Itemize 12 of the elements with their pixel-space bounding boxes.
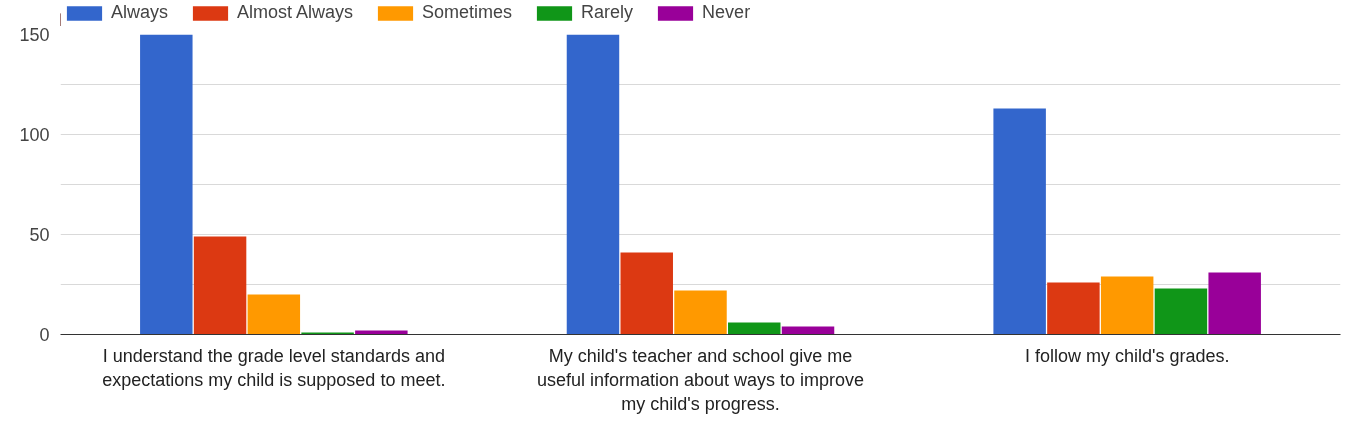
y-tick-label: 100 [19,125,50,145]
legend-label: Always [111,2,169,23]
legend-label: Never [702,2,751,23]
x-tick-label: I follow my child's grades. [1024,345,1230,366]
y-tick-label: 0 [39,325,50,345]
legend-label: Almost Always [237,2,354,23]
y-tick-label: 150 [19,25,50,45]
x-tick-label: I understand the grade level standards and expectations my child is supposed to meet. [102,345,446,390]
legend-label: Rarely [581,2,634,23]
legend-label: Sometimes [422,2,513,23]
y-tick-label: 50 [29,225,50,245]
x-tick-label: My child's teacher and school give me useful information about ways to improve my child's progress. [536,345,865,414]
